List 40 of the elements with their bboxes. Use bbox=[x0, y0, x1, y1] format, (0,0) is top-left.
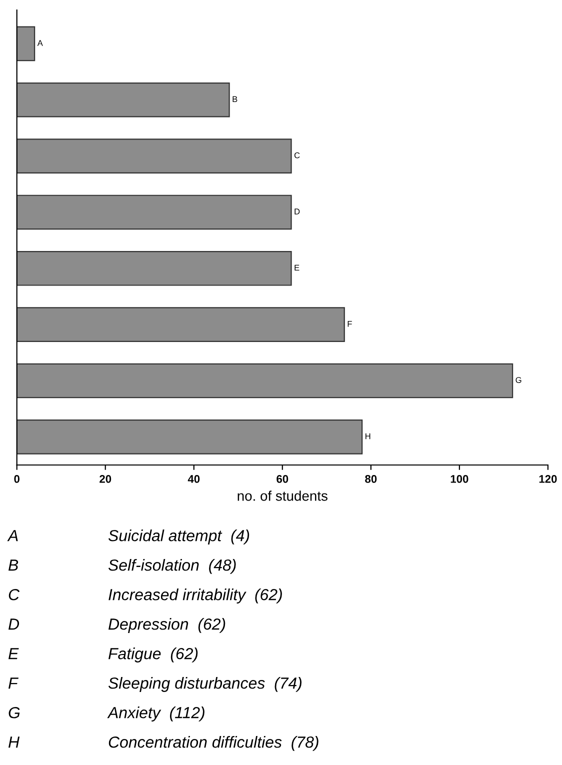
x-tick-label: 0 bbox=[14, 475, 20, 483]
text: Sleeping disturbances (74) bbox=[108, 677, 302, 692]
data-label: B bbox=[232, 96, 238, 102]
bar bbox=[16, 250, 292, 286]
bar bbox=[16, 138, 292, 174]
text: Increased irritability (62) bbox=[108, 588, 282, 604]
bar bbox=[16, 307, 345, 342]
text: Depression (62) bbox=[108, 618, 226, 633]
text: Concentration difficulties (78) bbox=[108, 736, 318, 751]
text: E bbox=[8, 648, 19, 660]
bar bbox=[16, 363, 514, 398]
text: Self-isolation (48) bbox=[108, 559, 236, 574]
text: C bbox=[8, 588, 20, 600]
x-tick-label: 120 bbox=[539, 475, 557, 483]
data-label: D bbox=[294, 208, 300, 214]
text: Fatigue (62) bbox=[108, 648, 198, 662]
text: B bbox=[8, 560, 18, 571]
data-label: E bbox=[294, 264, 300, 271]
x-tick-label: 60 bbox=[276, 475, 288, 483]
text: Suicidal attempt (4) bbox=[108, 530, 250, 544]
x-tick-label: 80 bbox=[365, 475, 377, 483]
x-axis-title: no. of students bbox=[238, 490, 328, 501]
text: D bbox=[8, 618, 20, 630]
data-label: F bbox=[348, 320, 352, 327]
bar bbox=[16, 82, 230, 118]
data-label: G bbox=[516, 377, 522, 383]
bar bbox=[16, 26, 36, 62]
data-label: A bbox=[37, 40, 43, 46]
data-label: H bbox=[366, 433, 370, 440]
bar bbox=[16, 194, 292, 230]
x-tick-label: 100 bbox=[450, 475, 468, 483]
data-label: C bbox=[294, 152, 300, 158]
bar bbox=[16, 420, 363, 454]
x-tick-label: 20 bbox=[100, 475, 112, 483]
text: A bbox=[7, 530, 18, 542]
text: F bbox=[8, 678, 19, 689]
text: G bbox=[8, 706, 20, 718]
x-tick-label: 40 bbox=[188, 475, 200, 483]
text: Anxiety (112) bbox=[107, 706, 204, 722]
text: H bbox=[8, 736, 20, 748]
